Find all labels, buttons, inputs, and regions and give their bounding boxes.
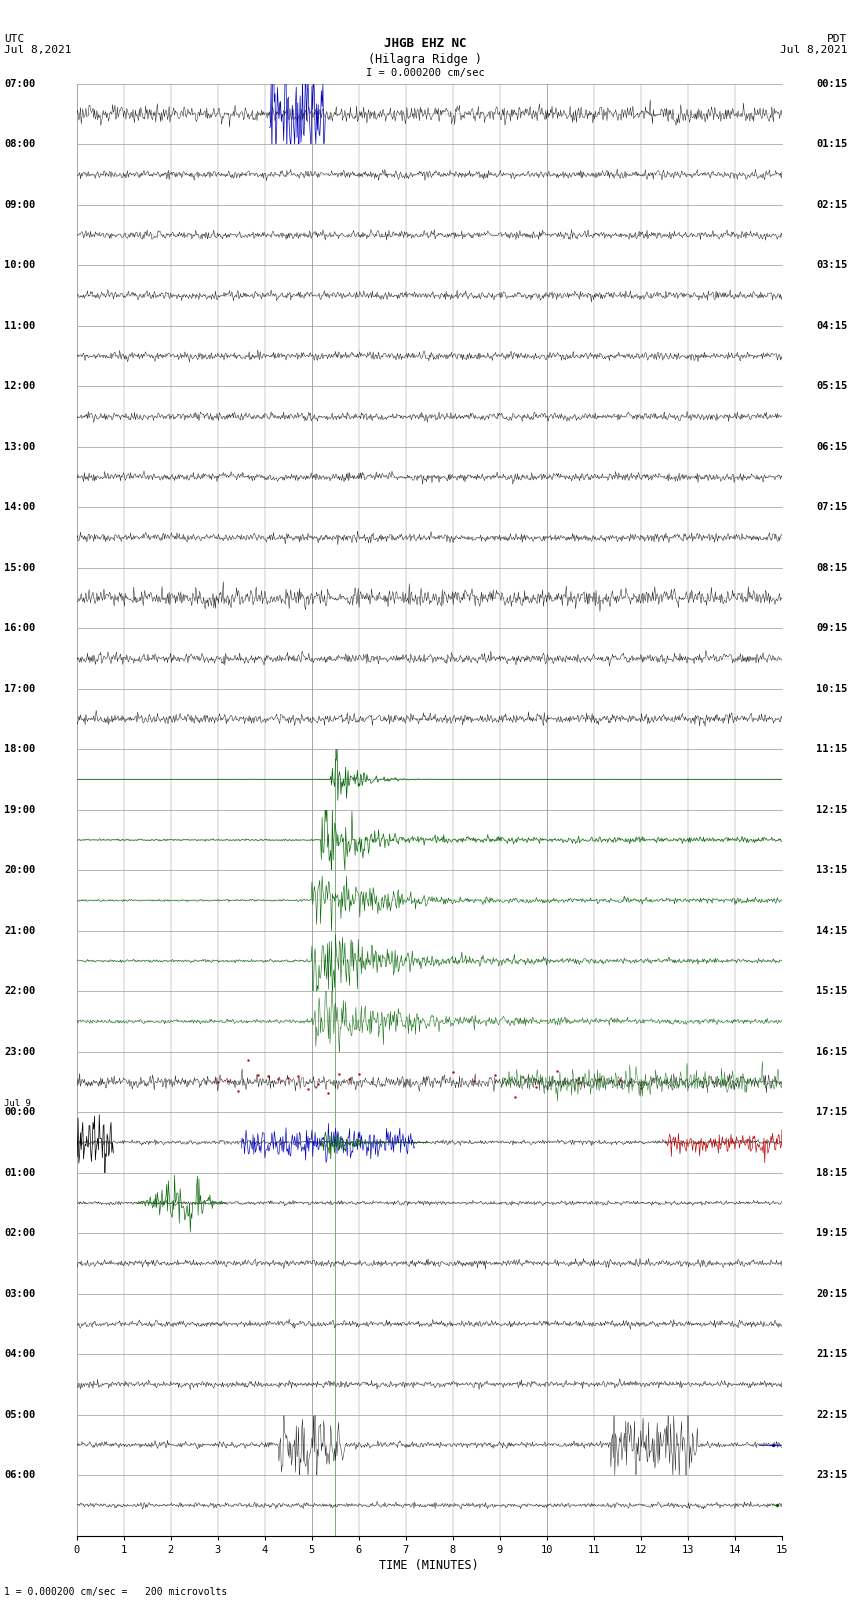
Text: 10:15: 10:15 xyxy=(816,684,847,694)
Text: 11:00: 11:00 xyxy=(4,321,36,331)
Point xyxy=(342,1066,355,1092)
Text: 03:00: 03:00 xyxy=(4,1289,36,1298)
Text: 07:00: 07:00 xyxy=(4,79,36,89)
Text: PDT: PDT xyxy=(827,34,847,44)
Text: 18:15: 18:15 xyxy=(816,1168,847,1177)
Text: Jul 8,2021: Jul 8,2021 xyxy=(780,45,847,55)
Text: 03:15: 03:15 xyxy=(816,260,847,271)
Text: 01:15: 01:15 xyxy=(816,139,847,150)
Text: UTC: UTC xyxy=(4,34,25,44)
Text: 08:00: 08:00 xyxy=(4,139,36,150)
Text: 09:15: 09:15 xyxy=(816,623,847,634)
Point xyxy=(571,1069,585,1095)
Text: 20:15: 20:15 xyxy=(816,1289,847,1298)
Point xyxy=(312,1071,326,1097)
Point xyxy=(352,1061,366,1087)
Text: 14:00: 14:00 xyxy=(4,502,36,513)
Text: 16:15: 16:15 xyxy=(816,1047,847,1057)
Point xyxy=(770,1492,784,1518)
Point xyxy=(251,1061,264,1087)
Text: 16:00: 16:00 xyxy=(4,623,36,634)
Text: 19:00: 19:00 xyxy=(4,805,36,815)
Text: 13:15: 13:15 xyxy=(816,865,847,876)
Text: 00:15: 00:15 xyxy=(816,79,847,89)
Point xyxy=(766,1432,779,1458)
Text: 12:00: 12:00 xyxy=(4,381,36,392)
Text: (Hilagra Ridge ): (Hilagra Ridge ) xyxy=(368,53,482,66)
Text: 15:15: 15:15 xyxy=(816,986,847,997)
Text: 18:00: 18:00 xyxy=(4,744,36,755)
Point xyxy=(332,1061,345,1087)
Text: 22:15: 22:15 xyxy=(816,1410,847,1419)
Point xyxy=(508,1084,522,1110)
Point xyxy=(592,1066,606,1092)
Text: 21:00: 21:00 xyxy=(4,926,36,936)
Text: 09:00: 09:00 xyxy=(4,200,36,210)
Point xyxy=(467,1068,480,1094)
Text: Jul 9: Jul 9 xyxy=(4,1098,31,1108)
Text: 06:00: 06:00 xyxy=(4,1469,36,1481)
Point xyxy=(634,1076,648,1102)
Text: 17:00: 17:00 xyxy=(4,684,36,694)
Text: 23:15: 23:15 xyxy=(816,1469,847,1481)
Text: 07:15: 07:15 xyxy=(816,502,847,513)
Text: 15:00: 15:00 xyxy=(4,563,36,573)
Text: 13:00: 13:00 xyxy=(4,442,36,452)
Text: 1 = 0.000200 cm/sec =   200 microvolts: 1 = 0.000200 cm/sec = 200 microvolts xyxy=(4,1587,228,1597)
Point xyxy=(231,1077,245,1103)
Text: 02:15: 02:15 xyxy=(816,200,847,210)
Text: 01:00: 01:00 xyxy=(4,1168,36,1177)
Text: 08:15: 08:15 xyxy=(816,563,847,573)
Point xyxy=(321,1079,335,1105)
Text: JHGB EHZ NC: JHGB EHZ NC xyxy=(383,37,467,50)
Point xyxy=(281,1066,295,1092)
Point xyxy=(613,1068,626,1094)
Text: 23:00: 23:00 xyxy=(4,1047,36,1057)
Text: Jul 8,2021: Jul 8,2021 xyxy=(4,45,71,55)
Text: 05:15: 05:15 xyxy=(816,381,847,392)
Point xyxy=(292,1063,305,1089)
X-axis label: TIME (MINUTES): TIME (MINUTES) xyxy=(379,1558,479,1571)
Text: I = 0.000200 cm/sec: I = 0.000200 cm/sec xyxy=(366,68,484,77)
Text: 22:00: 22:00 xyxy=(4,986,36,997)
Text: 04:15: 04:15 xyxy=(816,321,847,331)
Point xyxy=(302,1076,315,1102)
Point xyxy=(241,1047,255,1073)
Point xyxy=(261,1063,275,1089)
Point xyxy=(446,1060,460,1086)
Point xyxy=(211,1069,224,1095)
Text: 00:00: 00:00 xyxy=(4,1107,36,1118)
Text: 05:00: 05:00 xyxy=(4,1410,36,1419)
Text: 21:15: 21:15 xyxy=(816,1348,847,1360)
Text: 20:00: 20:00 xyxy=(4,865,36,876)
Text: 12:15: 12:15 xyxy=(816,805,847,815)
Text: 17:15: 17:15 xyxy=(816,1107,847,1118)
Text: 06:15: 06:15 xyxy=(816,442,847,452)
Text: 11:15: 11:15 xyxy=(816,744,847,755)
Point xyxy=(551,1058,564,1084)
Text: 10:00: 10:00 xyxy=(4,260,36,271)
Point xyxy=(221,1068,235,1094)
Text: 04:00: 04:00 xyxy=(4,1348,36,1360)
Text: 02:00: 02:00 xyxy=(4,1227,36,1239)
Point xyxy=(488,1061,502,1087)
Point xyxy=(271,1066,285,1092)
Text: 19:15: 19:15 xyxy=(816,1227,847,1239)
Text: 14:15: 14:15 xyxy=(816,926,847,936)
Point xyxy=(530,1074,543,1100)
